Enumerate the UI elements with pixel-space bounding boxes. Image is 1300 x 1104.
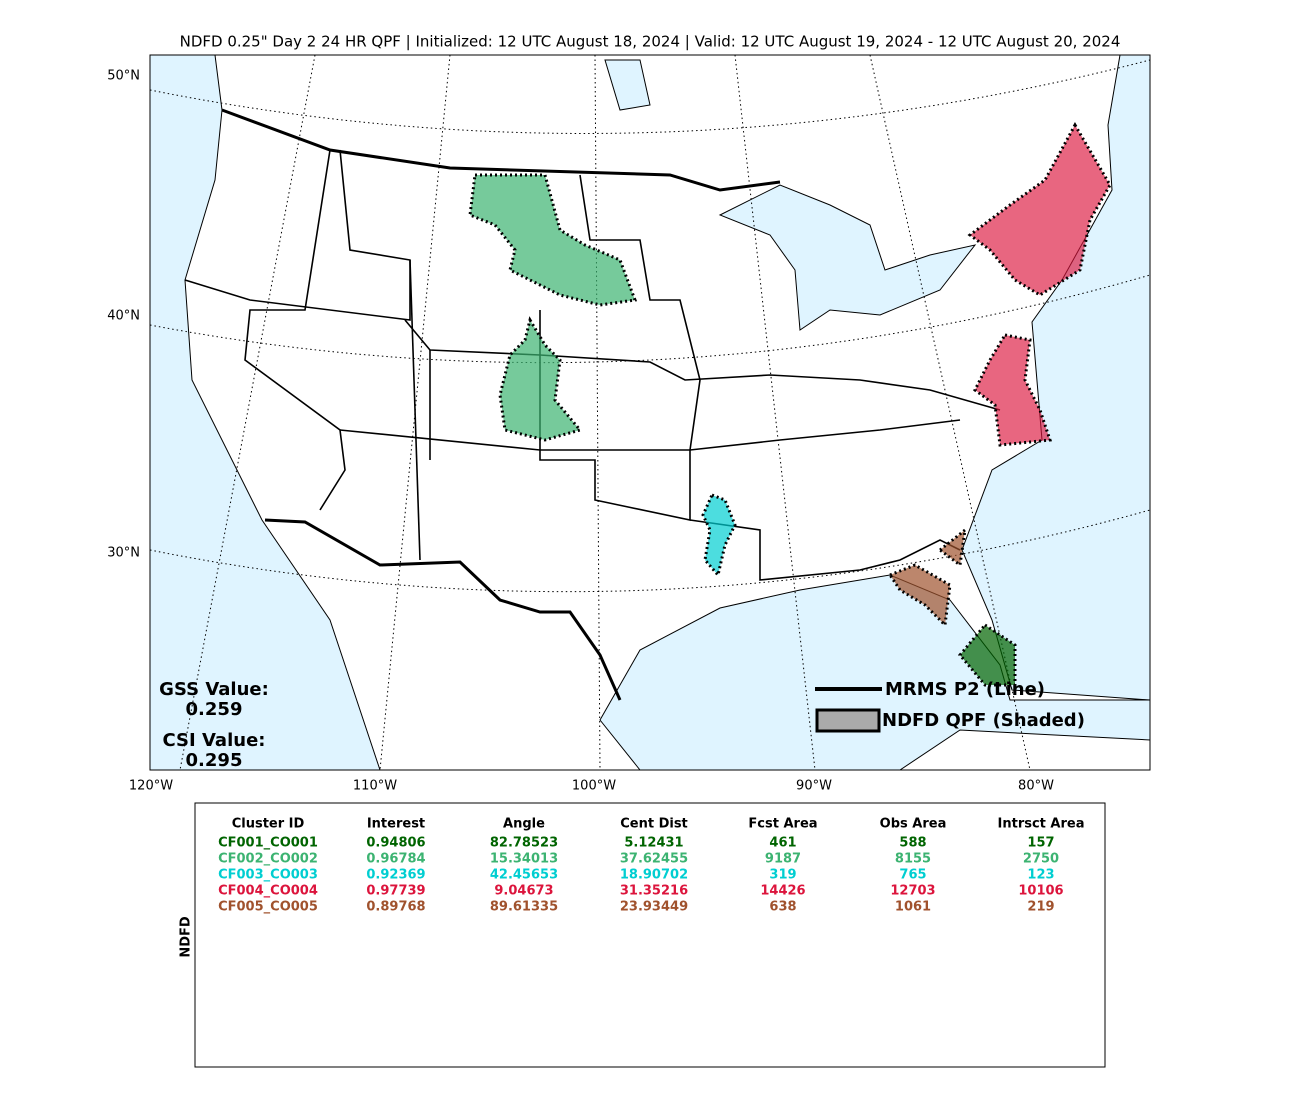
legend-label: NDFD QPF (Shaded)	[882, 710, 1085, 731]
legend: MRMS P2 (Line) NDFD QPF (Shaded)	[815, 679, 1085, 733]
lat-label: 40°N	[107, 309, 140, 324]
table-cell: CF004_CO004	[218, 884, 318, 899]
title: NDFD 0.25" Day 2 24 HR QPF | Initialized…	[180, 33, 1121, 51]
map-frame	[149, 54, 1151, 771]
state-lines	[244, 149, 346, 511]
table-header: Cluster ID	[232, 817, 305, 832]
cluster-shade	[701, 493, 737, 579]
state-lines-2	[184, 149, 411, 321]
table-header: Fcst Area	[748, 817, 817, 832]
lon-label: 120°W	[129, 779, 173, 794]
table-cell: CF002_CO002	[218, 852, 318, 867]
cluster-shade	[967, 121, 1112, 297]
legend-swatch	[815, 708, 881, 733]
table-cell: 31.35216	[620, 884, 688, 899]
lat-line	[149, 59, 1151, 134]
clusters	[468, 121, 1112, 687]
score-value: 0.295	[186, 750, 243, 771]
lon-line	[734, 54, 816, 771]
table-header: Obs Area	[880, 817, 947, 832]
table-cell: 123	[1027, 868, 1054, 883]
table-cell: CF005_CO005	[218, 900, 318, 915]
table-cell: 18.90702	[620, 868, 688, 883]
table-cell: 0.94806	[366, 836, 425, 851]
legend-label: MRMS P2 (Line)	[885, 679, 1045, 700]
lat-label: 30°N	[107, 546, 140, 561]
cluster-shade	[937, 526, 968, 568]
table-cell: 42.45653	[490, 868, 558, 883]
score-label: CSI Value:	[163, 730, 266, 751]
cluster-shade	[887, 563, 952, 629]
cluster-shade	[498, 316, 583, 442]
map: MRMS P2 (Line) NDFD QPF (Shaded) GSS Val…	[149, 54, 1151, 771]
table-cell: 37.62455	[620, 852, 688, 867]
lon-label: 90°W	[796, 779, 832, 794]
state-lines-6	[539, 174, 701, 521]
score-value: 0.259	[186, 699, 243, 720]
table-cell: 157	[1027, 836, 1054, 851]
table-cell: 219	[1027, 900, 1054, 915]
table-cell: 461	[769, 836, 796, 851]
south-border	[264, 518, 622, 701]
table-cell: 10106	[1018, 884, 1063, 899]
table-cell: 765	[899, 868, 926, 883]
north-border	[221, 108, 781, 192]
table-header: Intrsct Area	[998, 817, 1085, 832]
lon-line	[869, 54, 1031, 771]
hudson	[604, 59, 651, 111]
table-cell: 23.93449	[620, 900, 688, 915]
lon-line	[379, 54, 451, 771]
table-cell: 9187	[765, 852, 801, 867]
table-cell: 82.78523	[490, 836, 558, 851]
table-cell: 0.97739	[366, 884, 425, 899]
table-cell: CF001_CO001	[218, 836, 318, 851]
lon-label: 80°W	[1018, 779, 1054, 794]
table-cell: 2750	[1023, 852, 1059, 867]
lat-line	[149, 509, 1151, 593]
table-cell: 8155	[895, 852, 931, 867]
table-header: Angle	[503, 817, 545, 832]
table-cell: 0.92369	[366, 868, 425, 883]
table-cell: 12703	[890, 884, 935, 899]
scores: GSS Value: 0.259 CSI Value: 0.295	[159, 679, 269, 771]
table-cell: 319	[769, 868, 796, 883]
table-cell: 89.61335	[490, 900, 558, 915]
table-cell: 638	[769, 900, 796, 915]
table-side-label: NDFD	[179, 916, 194, 958]
state-lines-7	[689, 519, 961, 581]
lon-label: 100°W	[572, 779, 616, 794]
table-frame	[194, 802, 1106, 1068]
table-header: Cent Dist	[620, 817, 688, 832]
table-cell: CF003_CO003	[218, 868, 318, 883]
table-cell: 14426	[760, 884, 805, 899]
table-cell: 588	[899, 836, 926, 851]
table-header: Interest	[367, 817, 425, 832]
cluster-shade	[958, 623, 1017, 687]
lat-line	[149, 274, 1151, 364]
cluster-shade	[468, 173, 638, 307]
table: Cluster ID Interest Angle Cent Dist Fcst Are…	[218, 817, 1084, 915]
table-cell: 9.04673	[494, 884, 553, 899]
cluster-shade	[973, 333, 1053, 447]
table-cell: 15.34013	[490, 852, 558, 867]
table-cell: 0.96784	[366, 852, 425, 867]
state-lines-4	[339, 419, 961, 451]
graticule	[149, 54, 1151, 771]
table-cell: 0.89768	[366, 900, 425, 915]
great-lakes	[718, 184, 977, 331]
axis-labels: 50°N 40°N 30°N 120°W 110°W 100°W 90°W 80°W	[107, 69, 1054, 794]
score-label: GSS Value:	[159, 679, 269, 700]
table-cell: 5.12431	[624, 836, 683, 851]
table-cell: 1061	[895, 900, 931, 915]
state-lines-3	[404, 319, 1001, 411]
lat-label: 50°N	[107, 69, 140, 84]
lon-label: 110°W	[353, 779, 397, 794]
